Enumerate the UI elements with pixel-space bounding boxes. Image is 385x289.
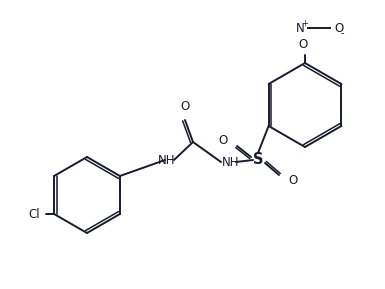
- Text: O: O: [288, 175, 297, 188]
- Text: NH: NH: [222, 155, 239, 168]
- Text: O: O: [219, 134, 228, 147]
- Text: N: N: [296, 21, 305, 34]
- Text: O: O: [334, 21, 343, 34]
- Text: NH: NH: [158, 153, 176, 166]
- Text: O: O: [181, 100, 190, 113]
- Text: Cl: Cl: [28, 208, 40, 221]
- Text: S: S: [253, 153, 263, 168]
- Text: +: +: [301, 19, 308, 29]
- Text: -: -: [340, 28, 344, 38]
- Text: O: O: [298, 38, 308, 51]
